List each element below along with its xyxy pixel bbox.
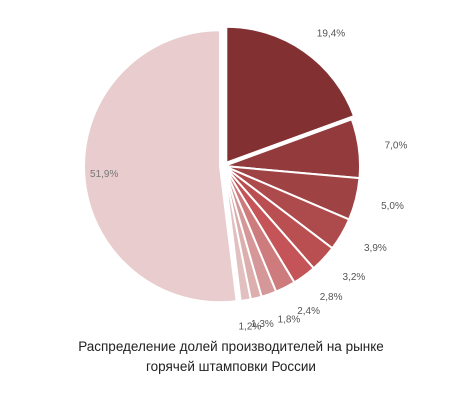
- slice-label-7: 2,4%: [297, 306, 320, 317]
- slice-label-2: 7,0%: [385, 140, 408, 151]
- slice-label-5: 3,2%: [343, 272, 366, 283]
- slice-label-8: 1,8%: [278, 314, 301, 325]
- chart-title-line-2: горячей штамповки России: [146, 359, 316, 374]
- pie-slice-10: [223, 165, 252, 303]
- chart-title-line-1: Распределение долей производителей на ры…: [78, 339, 384, 354]
- pie-slice-11: [83, 29, 238, 304]
- slice-label-10: 1,2%: [239, 321, 262, 332]
- pie-chart: 19,4% 7,0% 5,0% 3,9% 3,2%2,8%2,4%1,8% 1,3%1,2…: [83, 25, 408, 332]
- chart-title: Распределение долей производителей на ры…: [0, 337, 462, 377]
- slice-label-3: 5,0%: [381, 201, 404, 212]
- pie-slice-1: [225, 25, 356, 165]
- slice-label-1: 19,4%: [317, 29, 345, 40]
- slice-label-4: 3,9%: [364, 243, 387, 254]
- slice-label-9: 1,3%: [251, 319, 274, 330]
- slice-label-6: 2,8%: [320, 292, 343, 303]
- slice-label-11: 51,9%: [90, 169, 118, 180]
